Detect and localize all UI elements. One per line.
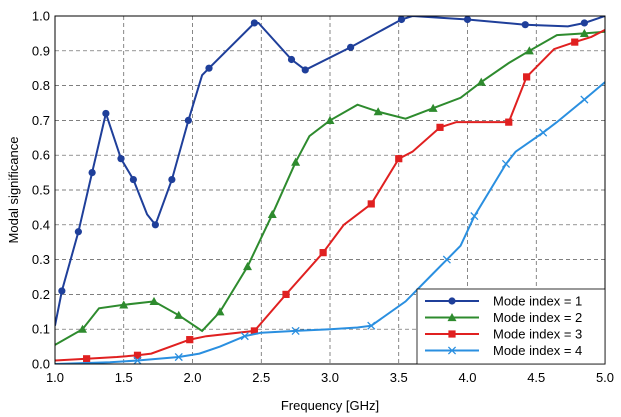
x-tick-labels: 1.0 1.5 2.0 2.5 3.0 3.5 4.0 4.5 5.0 — [46, 370, 614, 385]
y-tick-label: 0.4 — [32, 217, 50, 232]
y-tick-labels: 0.0 0.1 0.2 0.3 0.4 0.5 0.6 0.7 0.8 0.9 1.0 — [32, 9, 50, 372]
legend-label: Mode index = 4 — [493, 343, 582, 358]
x-tick-label: 1.0 — [46, 370, 64, 385]
data-point — [133, 351, 142, 359]
legend-label: Mode index = 3 — [493, 327, 582, 342]
y-tick-label: 0.8 — [32, 78, 50, 93]
data-point — [579, 28, 589, 37]
data-point — [205, 64, 213, 72]
data-point — [436, 123, 444, 131]
data-point — [250, 327, 258, 335]
data-point — [174, 352, 183, 362]
data-point — [319, 249, 327, 257]
x-tick-label: 4.5 — [527, 370, 545, 385]
data-point — [571, 38, 579, 46]
x-tick-label: 5.0 — [596, 370, 614, 385]
series-1 — [55, 16, 605, 326]
data-point — [447, 346, 457, 355]
series-line — [55, 30, 605, 346]
data-point — [184, 116, 192, 124]
data-point — [174, 310, 184, 319]
data-point — [267, 209, 277, 218]
data-point — [580, 19, 588, 27]
data-point — [347, 43, 355, 51]
y-tick-label: 0.5 — [32, 183, 50, 198]
legend-entry: Mode index = 4 — [425, 343, 582, 358]
data-point — [58, 287, 66, 295]
data-point — [476, 77, 486, 86]
data-point — [447, 313, 457, 322]
data-point — [186, 336, 194, 344]
x-tick-label: 3.0 — [321, 370, 339, 385]
series-layer — [55, 16, 605, 364]
data-point — [78, 324, 87, 333]
data-point — [250, 19, 258, 27]
data-point — [397, 16, 406, 24]
data-point — [168, 175, 176, 184]
series-2 — [55, 28, 605, 346]
data-point — [83, 355, 91, 363]
series-3 — [55, 29, 605, 363]
data-point — [428, 103, 438, 112]
x-tick-label: 4.0 — [458, 370, 476, 385]
legend-entry: Mode index = 1 — [425, 294, 582, 309]
data-point — [501, 159, 511, 168]
data-point — [580, 95, 589, 104]
legend-label: Mode index = 2 — [493, 310, 582, 325]
data-point — [243, 262, 252, 271]
data-point — [240, 332, 249, 341]
data-point — [367, 200, 375, 208]
data-point — [470, 212, 479, 221]
data-point — [442, 255, 451, 264]
data-point — [149, 296, 159, 305]
data-point — [282, 290, 290, 298]
legend-label: Mode index = 1 — [493, 294, 582, 309]
y-axis-title: Modal significance — [6, 137, 21, 244]
data-point — [373, 107, 383, 116]
data-point — [395, 155, 403, 163]
y-tick-label: 0.6 — [32, 148, 50, 163]
data-point — [505, 118, 513, 126]
data-point — [523, 73, 531, 81]
data-point — [524, 46, 534, 55]
data-point — [102, 109, 110, 118]
series-4 — [55, 81, 605, 364]
data-point — [448, 297, 456, 305]
y-tick-label: 0.1 — [32, 322, 50, 337]
data-point — [521, 21, 529, 29]
y-tick-label: 0.3 — [32, 252, 50, 267]
data-point — [367, 321, 376, 330]
data-point — [117, 155, 125, 163]
data-point — [463, 16, 472, 24]
x-tick-label: 1.5 — [115, 370, 133, 385]
y-tick-label: 1.0 — [32, 9, 50, 24]
data-point — [151, 221, 159, 229]
data-point — [129, 175, 137, 184]
data-point — [291, 326, 300, 335]
data-point — [74, 228, 82, 236]
x-tick-label: 2.0 — [183, 370, 201, 385]
data-point — [88, 169, 96, 177]
data-point — [539, 128, 548, 137]
x-axis-title: Frequency [GHz] — [281, 398, 379, 413]
data-point — [301, 66, 309, 74]
data-point — [448, 330, 456, 338]
x-tick-label: 3.5 — [390, 370, 408, 385]
y-tick-label: 0.0 — [32, 357, 50, 372]
x-tick-label: 2.5 — [252, 370, 270, 385]
data-point — [325, 115, 335, 124]
data-point — [291, 157, 301, 166]
y-tick-label: 0.7 — [32, 113, 50, 128]
data-point — [119, 300, 129, 309]
y-tick-label: 0.9 — [32, 43, 50, 58]
data-point — [215, 307, 225, 316]
legend-entry: Mode index = 3 — [425, 327, 582, 342]
plot-frame — [54, 15, 606, 365]
data-point — [287, 55, 296, 64]
y-tick-label: 0.2 — [32, 287, 50, 302]
legend-entry: Mode index = 2 — [425, 310, 582, 325]
data-point — [133, 356, 142, 364]
